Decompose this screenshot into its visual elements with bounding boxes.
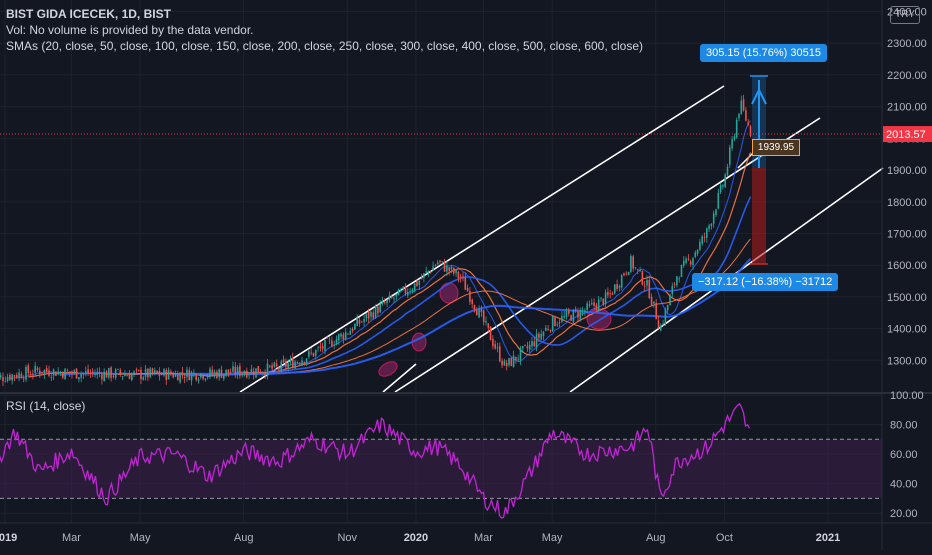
sma-lines xyxy=(9,120,752,379)
trendline-left[interactable] xyxy=(382,363,417,393)
rsi-tick-label: 20.00 xyxy=(890,508,918,520)
rsi-tick-label: 80.00 xyxy=(890,420,918,432)
time-tick-label: 2021 xyxy=(816,532,840,544)
measure-range-down[interactable] xyxy=(752,168,766,264)
time-tick-label: 2020 xyxy=(404,532,428,544)
rsi-tick-label: 60.00 xyxy=(890,449,918,461)
time-tick-label: 2019 xyxy=(0,532,17,544)
price-axis[interactable]: 2400.002300.002200.002100.002000.001900.… xyxy=(887,7,927,368)
rsi-band xyxy=(0,439,882,499)
price-tick-label: 2100.00 xyxy=(887,102,927,114)
rsi-axis[interactable]: 100.00 80.00 60.00 40.00 20.00 xyxy=(890,390,924,520)
channel-line-middle[interactable] xyxy=(394,117,821,393)
time-axis[interactable]: 2019 Mar May Aug Nov 2020 Mar May Aug Oct 2021 xyxy=(0,532,840,544)
measure-arrowhead-up[interactable] xyxy=(751,87,767,105)
crosshair-price-label: 1939.95 xyxy=(752,139,800,156)
price-tick-label: 1600.00 xyxy=(887,260,927,272)
time-tick-label: Aug xyxy=(646,532,666,544)
rsi-legend[interactable]: RSI (14, close) xyxy=(6,399,86,413)
candlestick-series xyxy=(0,94,752,387)
price-tick-label: 2200.00 xyxy=(887,70,927,82)
time-tick-label: May xyxy=(542,532,563,544)
price-tick-label: 1400.00 xyxy=(887,324,927,336)
time-tick-label: Mar xyxy=(62,532,81,544)
price-tick-label: 2400.00 xyxy=(887,7,927,19)
rsi-line xyxy=(0,402,751,519)
highlight-ellipse-1[interactable] xyxy=(376,359,399,379)
channel-line-upper[interactable] xyxy=(239,85,725,393)
time-tick-label: May xyxy=(130,532,151,544)
currency-badge[interactable]: TRY xyxy=(890,6,920,24)
price-tick-label: 1800.00 xyxy=(887,197,927,209)
rsi-tick-label: 40.00 xyxy=(890,479,918,491)
time-tick-label: Oct xyxy=(716,532,733,544)
time-tick-label: Nov xyxy=(337,532,357,544)
price-tick-label: 1500.00 xyxy=(887,292,927,304)
time-tick-label: Mar xyxy=(474,532,493,544)
last-price-badge: 2013.57 xyxy=(883,126,932,143)
price-tick-label: 1700.00 xyxy=(887,228,927,240)
price-tick-label: 2300.00 xyxy=(887,38,927,50)
rsi-tick-label: 100.00 xyxy=(890,390,924,402)
grid-lines xyxy=(0,0,882,522)
price-tick-label: 1300.00 xyxy=(887,355,927,367)
time-tick-label: Aug xyxy=(234,532,254,544)
measure-label-down[interactable]: −317.12 (−16.38%) −31712 xyxy=(692,273,839,291)
measure-label-up[interactable]: 305.15 (15.76%) 30515 xyxy=(700,44,827,62)
last-price-value: 2013.57 xyxy=(886,129,926,141)
price-tick-label: 1900.00 xyxy=(887,165,927,177)
